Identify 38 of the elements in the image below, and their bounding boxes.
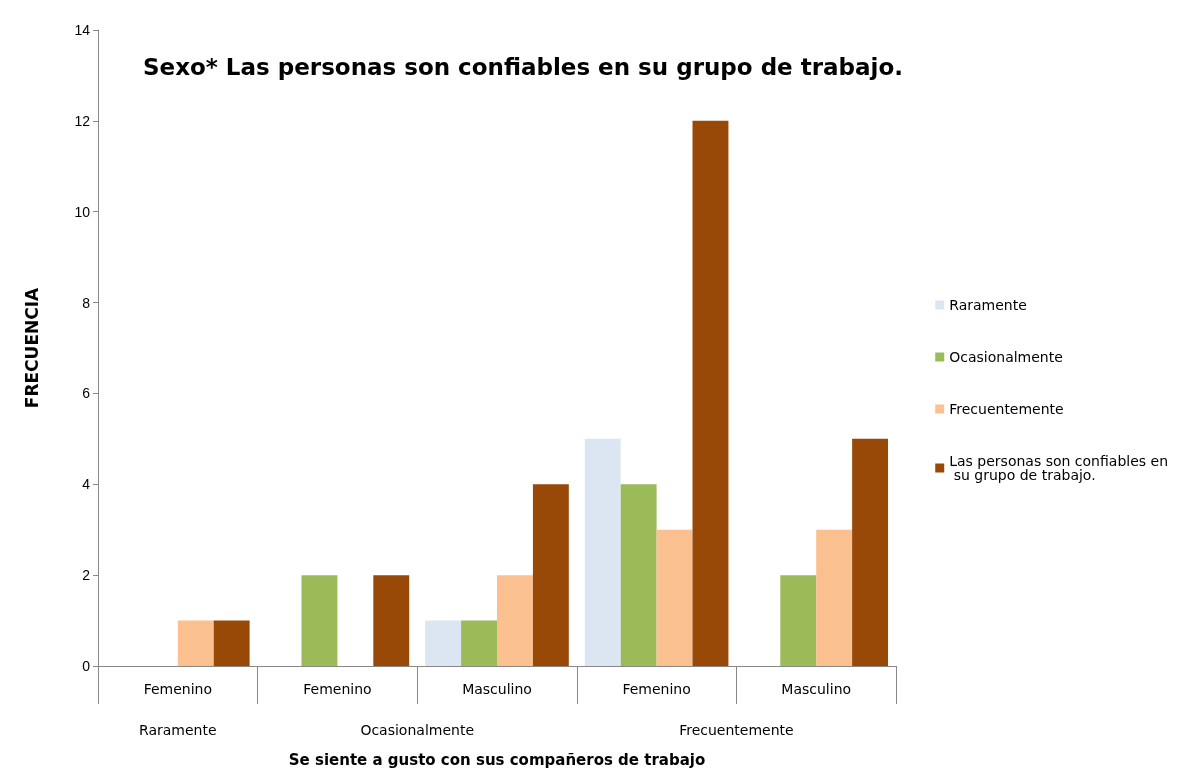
legend-label: Frecuentemente xyxy=(949,401,1064,417)
x-axis-title: Se siente a gusto con sus compañeros de trabajo xyxy=(288,750,706,769)
bar xyxy=(373,575,410,666)
bar xyxy=(213,620,250,666)
x-tick-label: Femenino xyxy=(622,681,691,697)
y-tick-label: 0 xyxy=(82,658,91,674)
bar xyxy=(461,620,497,666)
y-tick-label: 10 xyxy=(74,203,91,220)
y-tick-label: 8 xyxy=(82,294,91,311)
bar xyxy=(301,575,338,666)
y-tick-label: 14 xyxy=(74,22,91,38)
x-tick-label: Femenino xyxy=(303,681,372,697)
bar xyxy=(656,529,693,666)
bar xyxy=(425,620,462,666)
text: Raramente xyxy=(139,722,217,738)
x-tick-label: Masculino xyxy=(781,681,852,697)
bar xyxy=(584,438,621,666)
y-tick-label: 6 xyxy=(82,385,91,402)
y-tick-label: 12 xyxy=(74,112,91,129)
bar xyxy=(497,575,533,666)
bar xyxy=(177,620,214,666)
legend-label: Las personas son confiables en su grupo de trabajo. xyxy=(949,453,1169,483)
legend-label: Ocasionalmente xyxy=(949,349,1063,365)
bar xyxy=(620,484,657,666)
text: Frecuentemente xyxy=(679,722,794,738)
legend-label: Raramente xyxy=(949,297,1027,313)
y-tick-label: 2 xyxy=(82,567,91,584)
x-tick-label: Masculino xyxy=(462,681,532,697)
bar xyxy=(692,120,729,666)
y-tick-label: 4 xyxy=(82,476,91,493)
bar xyxy=(816,529,853,666)
bar xyxy=(532,484,569,666)
x-tick-label: Femenino xyxy=(143,681,212,697)
text: Ocasionalmente xyxy=(360,722,475,738)
bar xyxy=(780,575,817,666)
bar xyxy=(852,438,889,666)
y-axis-title: FRECUENCIA xyxy=(21,286,42,409)
text: Sexo* Las personas son confiables en su grupo de trabajo. xyxy=(143,53,903,80)
